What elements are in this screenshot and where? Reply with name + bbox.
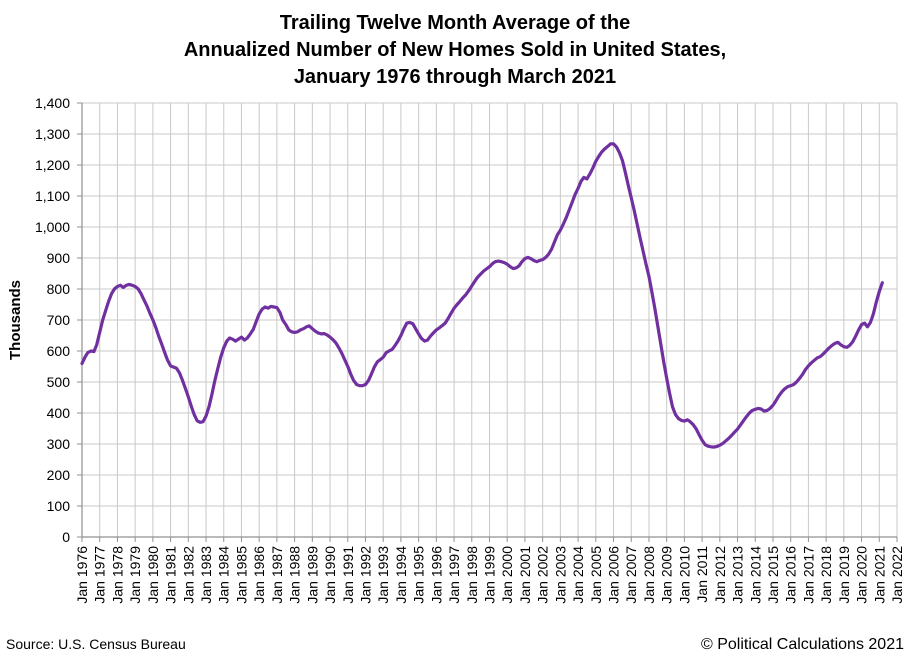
x-tick-label: Jan 2014 [747,546,763,604]
x-tick-label: Jan 2006 [606,546,622,604]
x-tick-label: Jan 1999 [482,546,498,604]
series-line [80,142,884,449]
x-tick-label: Jan 2018 [818,546,834,604]
y-tick-label: 700 [47,312,71,328]
y-tick-label: 1,100 [35,188,70,204]
y-tick-label: 1,400 [35,95,70,111]
chart-title-line-1: Trailing Twelve Month Average of the [279,12,631,34]
x-tick-label: Jan 1983 [198,546,214,604]
chart-title-line-2: Annualized Number of New Homes Sold in U… [183,39,727,61]
x-tick-label: Jan 2020 [854,546,870,604]
x-tick-label: Jan 2002 [535,546,551,604]
x-tick-label: Jan 1985 [233,546,249,604]
source-attribution: Source: U.S. Census Bureau [6,636,186,652]
x-tick-label: Jan 2009 [659,546,675,604]
x-tick-label: Jan 2001 [517,546,533,604]
y-tick-label: 800 [47,281,71,297]
chart-title-line-3: January 1976 through March 2021 [293,66,617,88]
x-tick-label: Jan 2008 [641,546,657,604]
copyright-notice: © Political Calculations 2021 [700,636,904,653]
x-tick-label: Jan 2022 [889,546,905,604]
x-tick-label: Jan 2017 [800,546,816,604]
x-tick-label: Jan 1998 [464,546,480,604]
y-tick-label: 500 [47,374,71,390]
x-tick-label: Jan 1989 [304,546,320,604]
x-tick-label: Jan 1997 [446,546,462,604]
y-tick-label: 1,000 [35,219,70,235]
x-tick-label: Jan 1978 [109,546,125,604]
x-tick-label: Jan 2021 [871,546,887,604]
x-tick-label: Jan 1986 [251,546,267,604]
x-tick-label: Jan 1979 [127,546,143,604]
gridlines [82,102,898,537]
x-tick-label: Jan 1980 [145,546,161,604]
x-tick-label: Jan 1982 [180,546,196,604]
x-tick-label: Jan 2019 [836,546,852,604]
axes [77,102,898,542]
y-tick-label: 1,200 [35,157,70,173]
y-tick-label: 1,300 [35,126,70,142]
y-tick-label: 300 [47,436,71,452]
x-tick-label: Jan 2015 [765,546,781,604]
y-tick-label: 100 [47,498,71,514]
x-tick-label: Jan 1994 [393,546,409,604]
x-tick-label: Jan 1987 [269,546,285,604]
axis-labels: 0 100 200 300 400 500 600 700 800 900 1,000 1,100 1,… [7,95,905,604]
x-tick-label: Jan 1977 [92,546,108,604]
x-tick-label: Jan 2005 [588,546,604,604]
x-tick-label: Jan 1992 [357,546,373,604]
y-tick-label: 0 [62,529,70,545]
x-tick-label: Jan 2013 [730,546,746,604]
y-tick-label: 900 [47,250,71,266]
y-tick-label: 400 [47,405,71,421]
y-tick-label: 200 [47,467,71,483]
x-tick-label: Jan 1990 [322,546,338,604]
x-tick-label: Jan 1988 [287,546,303,604]
x-tick-label: Jan 2010 [676,546,692,604]
x-tick-label: Jan 1976 [74,546,90,604]
x-tick-label: Jan 2003 [552,546,568,604]
x-tick-label: Jan 2016 [783,546,799,604]
x-tick-label: Jan 1995 [411,546,427,604]
x-tick-label: Jan 1984 [216,546,232,604]
x-tick-label: Jan 2004 [570,546,586,604]
x-tick-label: Jan 2011 [694,546,710,603]
x-tick-label: Jan 2000 [499,546,515,604]
x-tick-label: Jan 1991 [340,546,356,604]
y-axis-title: Thousands [7,280,24,360]
x-tick-label: Jan 1993 [375,546,391,604]
y-tick-label: 600 [47,343,71,359]
x-tick-label: Jan 1996 [428,546,444,604]
x-tick-label: Jan 2007 [623,546,639,604]
chart-title: Trailing Twelve Month Average of the Ann… [0,10,910,91]
x-tick-label: Jan 2012 [712,546,728,604]
x-tick-label: Jan 1981 [163,546,179,604]
